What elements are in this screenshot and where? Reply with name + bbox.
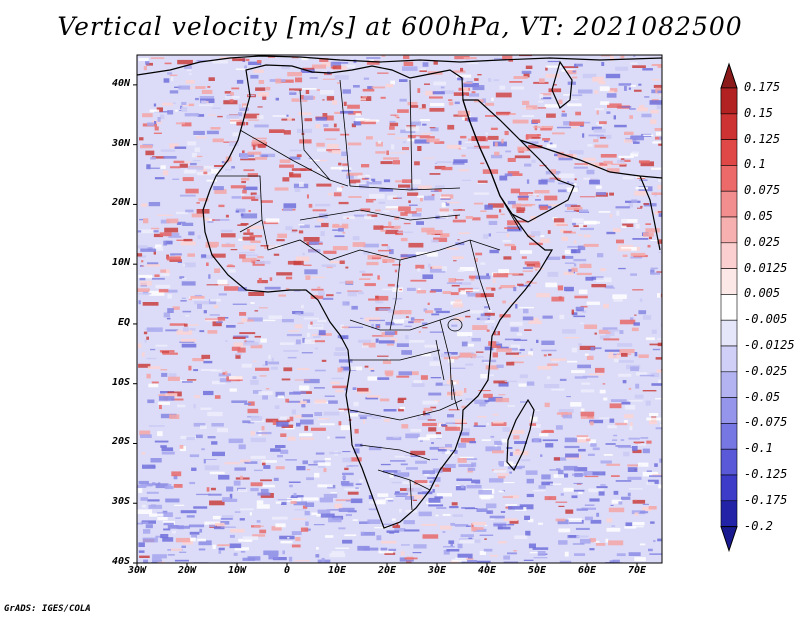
colorbar-swatch <box>720 474 738 502</box>
colorbar-swatch <box>720 113 738 140</box>
lon-tick-label: 70E <box>627 565 647 576</box>
lake-tanganyika <box>435 339 445 381</box>
colorbar-swatch <box>720 242 738 269</box>
colorbar-top-arrow <box>720 62 738 89</box>
colorbar-bottom-arrow <box>720 526 738 553</box>
lakes <box>435 318 463 411</box>
colorbar-swatch <box>720 397 738 424</box>
lat-tick-label: 40N <box>111 77 130 89</box>
india-coastline <box>639 175 661 251</box>
colorbar-label: 0.175 <box>744 80 781 94</box>
lon-tick-label: 30E <box>427 565 447 576</box>
grads-credit: GrADS: IGES/COLA <box>4 604 91 614</box>
colorbar-label: 0.075 <box>744 183 781 198</box>
colorbar-swatch <box>720 345 738 373</box>
country-borders <box>216 79 521 511</box>
lat-tick-label: 10N <box>111 257 130 269</box>
lat-tick-label: 30N <box>111 137 130 149</box>
lat-tick-label: 40S <box>111 556 130 567</box>
colorbar-label: 0.125 <box>744 131 781 146</box>
africa-coastline <box>202 64 554 529</box>
colorbar-label: 0.15 <box>744 105 773 120</box>
colorbar-label: -0.1 <box>744 441 773 456</box>
colorbar-swatch <box>720 500 738 527</box>
madagascar-coastline <box>506 398 535 472</box>
colorbar-label: -0.05 <box>744 389 781 404</box>
europe-coastline <box>137 55 662 76</box>
colorbar-swatch <box>720 190 738 218</box>
lon-tick-label: 10E <box>327 565 347 576</box>
colorbar-label: 0.025 <box>744 234 781 249</box>
caspian-coastline <box>551 60 573 109</box>
colorbar-swatch <box>720 268 738 295</box>
lon-tick-label: 20E <box>377 565 397 576</box>
lake-victoria <box>447 318 463 332</box>
map-title: Vertical velocity [m/s] at 600hPa, VT: 2… <box>57 12 743 41</box>
lake-malawi <box>451 379 459 411</box>
lat-tick-label: 30S <box>111 496 130 508</box>
colorbar <box>720 62 738 553</box>
lon-tick-label: 50E <box>527 565 547 576</box>
lat-tick-label: 20N <box>111 197 130 209</box>
lat-tick-label: EQ <box>117 316 130 328</box>
colorbar-label: -0.075 <box>744 415 788 430</box>
colorbar-label: -0.2 <box>744 518 773 533</box>
colorbar-label: 0.1 <box>744 157 766 172</box>
colorbar-swatch <box>720 371 738 398</box>
iran-coastline <box>519 139 662 179</box>
axis-ticks <box>133 84 638 567</box>
lon-tick-label: 30W <box>127 565 147 576</box>
colorbar-label: 0.05 <box>744 209 773 223</box>
lat-tick-label: 20S <box>111 436 130 448</box>
colorbar-label: -0.175 <box>744 492 788 507</box>
colorbar-label: 0.0125 <box>744 260 788 275</box>
colorbar-label: -0.0125 <box>744 338 795 352</box>
colorbar-swatch <box>720 423 738 450</box>
colorbar-swatch <box>720 139 738 166</box>
colorbar-label: -0.005 <box>744 312 788 327</box>
arabia-coastline <box>462 99 575 223</box>
lon-tick-label: 60E <box>577 565 597 576</box>
colorbar-swatch <box>720 448 738 476</box>
colorbar-label: -0.025 <box>744 363 788 378</box>
colorbar-swatch <box>720 87 738 115</box>
colorbar-label: -0.125 <box>744 467 788 481</box>
lon-tick-label: 0 <box>283 565 291 576</box>
colorbar-label: 0.005 <box>744 286 781 301</box>
colorbar-swatch <box>720 319 738 347</box>
lat-tick-label: 10S <box>111 376 130 388</box>
lon-tick-label: 10W <box>227 565 247 576</box>
colorbar-swatch <box>720 216 738 244</box>
lon-tick-label: 20W <box>177 565 197 576</box>
velocity-field <box>137 55 662 563</box>
colorbar-swatch <box>720 165 738 192</box>
colorbar-swatch <box>720 294 738 321</box>
map-frame <box>136 54 663 564</box>
coastlines <box>137 55 662 529</box>
lon-tick-label: 40E <box>477 565 497 576</box>
